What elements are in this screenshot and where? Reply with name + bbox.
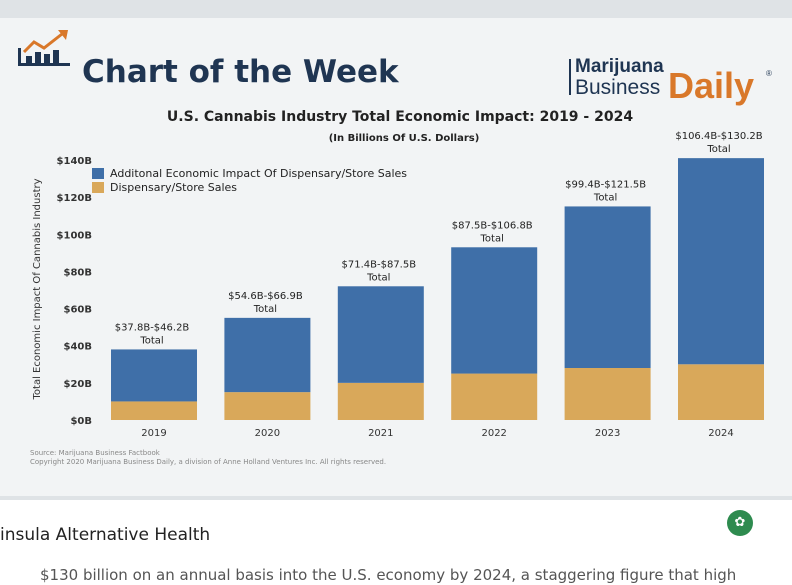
bar-additional-impact bbox=[678, 158, 764, 365]
y-axis-ticks: $0B $20B $40B $60B $80B $100B $120B $140B bbox=[57, 156, 92, 427]
total-range-label: $54.6B-$66.9B bbox=[228, 291, 303, 302]
brand-mid: Business bbox=[575, 76, 660, 99]
copyright-line: Copyright 2020 Marijuana Business Daily,… bbox=[30, 458, 386, 466]
x-tick-label: 2023 bbox=[595, 428, 620, 439]
x-tick-label: 2020 bbox=[255, 428, 280, 439]
chart-of-the-week-logo-icon bbox=[18, 30, 70, 66]
article-area bbox=[0, 500, 792, 585]
y-tick-label: $60B bbox=[64, 305, 93, 316]
brand-top: Marijuana bbox=[575, 56, 664, 77]
bar-dispensary-sales bbox=[224, 392, 311, 420]
legend-swatch-additional bbox=[92, 168, 104, 179]
bar-additional-impact bbox=[451, 247, 538, 374]
x-tick-label: 2022 bbox=[481, 428, 506, 439]
total-range-label: $37.8B-$46.2B bbox=[115, 322, 190, 333]
total-word-label: Total bbox=[706, 144, 730, 155]
y-tick-label: $120B bbox=[57, 193, 92, 204]
brand-mark: ® bbox=[766, 69, 772, 78]
bar-additional-impact bbox=[337, 286, 424, 383]
article-headline[interactable]: insula Alternative Health bbox=[0, 525, 211, 545]
bar-dispensary-sales bbox=[337, 382, 424, 420]
bar-dispensary-sales bbox=[678, 364, 764, 420]
total-word-label: Total bbox=[366, 272, 390, 283]
total-range-label: $87.5B-$106.8B bbox=[452, 220, 533, 231]
y-tick-label: $80B bbox=[64, 267, 93, 278]
x-axis-labels: 2019 2020 2021 2022 2023 2024 bbox=[141, 428, 733, 439]
y-tick-label: $100B bbox=[57, 230, 92, 241]
chart-subtitle: (In Billions Of U.S. Dollars) bbox=[329, 133, 480, 144]
chart-card: Chart of the Week Marijuana Business Dai… bbox=[0, 18, 792, 496]
cannabis-leaf-icon[interactable]: ✿ bbox=[727, 510, 753, 536]
x-tick-label: 2024 bbox=[708, 428, 733, 439]
legend: Additonal Economic Impact Of Dispensary/… bbox=[92, 167, 407, 194]
bars-group bbox=[111, 158, 764, 420]
y-axis-label: Total Economic Impact Of Cannabis Indust… bbox=[32, 178, 43, 400]
bar-additional-impact bbox=[224, 317, 311, 393]
source-line: Source: Marijuana Business Factbook bbox=[30, 449, 161, 457]
total-word-label: Total bbox=[593, 192, 617, 203]
brand-logo: Marijuana Business Daily ® bbox=[569, 56, 772, 106]
bar-dispensary-sales bbox=[564, 368, 651, 420]
total-labels: $37.8B-$46.2B Total $54.6B-$66.9B Total $71.… bbox=[115, 131, 763, 346]
total-range-label: $71.4B-$87.5B bbox=[342, 259, 417, 270]
y-tick-label: $40B bbox=[64, 342, 93, 353]
legend-label-additional: Additonal Economic Impact Of Dispensary/… bbox=[110, 167, 407, 180]
y-tick-label: $0B bbox=[70, 416, 92, 427]
legend-label-dispensary: Dispensary/Store Sales bbox=[110, 181, 237, 194]
total-range-label: $99.4B-$121.5B bbox=[565, 179, 646, 190]
brand-big: Daily bbox=[668, 65, 754, 106]
bar-dispensary-sales bbox=[111, 401, 197, 420]
chart-figure: Chart of the Week Marijuana Business Dai… bbox=[18, 30, 772, 466]
legend-swatch-dispensary bbox=[92, 182, 104, 193]
y-tick-label: $20B bbox=[64, 379, 93, 390]
total-word-label: Total bbox=[139, 335, 163, 346]
total-range-label: $106.4B-$130.2B bbox=[675, 131, 762, 142]
article-body-text: $130 billion on an annual basis into the… bbox=[40, 566, 737, 584]
y-tick-label: $140B bbox=[57, 156, 92, 167]
bar-additional-impact bbox=[111, 349, 197, 402]
bar-dispensary-sales bbox=[451, 373, 538, 420]
bar-additional-impact bbox=[564, 206, 651, 368]
x-tick-label: 2021 bbox=[368, 428, 393, 439]
total-word-label: Total bbox=[480, 233, 504, 244]
header-title: Chart of the Week bbox=[82, 54, 400, 90]
x-tick-label: 2019 bbox=[141, 428, 166, 439]
total-word-label: Total bbox=[253, 304, 277, 315]
chart-title: U.S. Cannabis Industry Total Economic Im… bbox=[167, 109, 633, 125]
